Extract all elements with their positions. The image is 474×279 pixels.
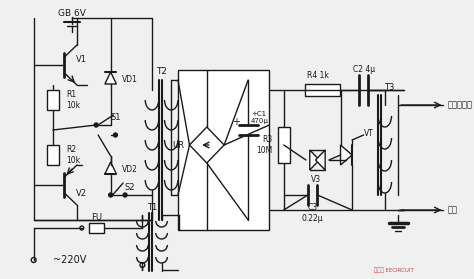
Bar [305,84,339,96]
Text: V1: V1 [76,56,87,64]
Text: GB 6V: GB 6V [58,9,86,18]
Circle shape [123,193,127,197]
Polygon shape [190,127,224,163]
Text: 接裸金属线: 接裸金属线 [447,100,472,109]
Text: R1
10k: R1 10k [66,90,81,110]
Bar [178,70,269,230]
Text: UR: UR [173,141,185,150]
Circle shape [94,123,98,127]
Circle shape [113,133,118,137]
Text: VT: VT [364,129,374,138]
Polygon shape [316,150,325,170]
Text: T3: T3 [384,83,395,93]
Text: VD2: VD2 [122,165,138,174]
Text: T1: T1 [147,203,157,211]
Text: V2: V2 [76,189,87,198]
Circle shape [109,193,112,197]
Text: R3
10M: R3 10M [256,135,272,155]
Text: VD1: VD1 [122,76,138,85]
Polygon shape [340,145,352,165]
Bar [47,145,59,165]
Text: S1: S1 [110,114,121,122]
Bar [47,90,59,110]
Bar [278,127,290,163]
Text: V3: V3 [310,175,320,184]
Text: FU: FU [91,213,102,222]
Polygon shape [105,162,117,174]
Text: T2: T2 [156,68,167,76]
Text: ~220V: ~220V [53,255,86,265]
Text: 电路城 EECIRCUIT: 电路城 EECIRCUIT [374,267,414,273]
Text: 接地: 接地 [447,206,457,215]
Polygon shape [105,72,117,84]
Text: +C1
470μ: +C1 470μ [251,112,269,124]
Bar [89,223,104,233]
Text: +: + [232,117,240,127]
Text: C3
0.22μ: C3 0.22μ [302,203,323,223]
Text: S2: S2 [125,182,135,191]
Text: R4 1k: R4 1k [307,71,328,81]
Text: C2 4μ: C2 4μ [353,66,374,74]
Text: R2
10k: R2 10k [66,145,81,165]
Polygon shape [310,150,319,170]
